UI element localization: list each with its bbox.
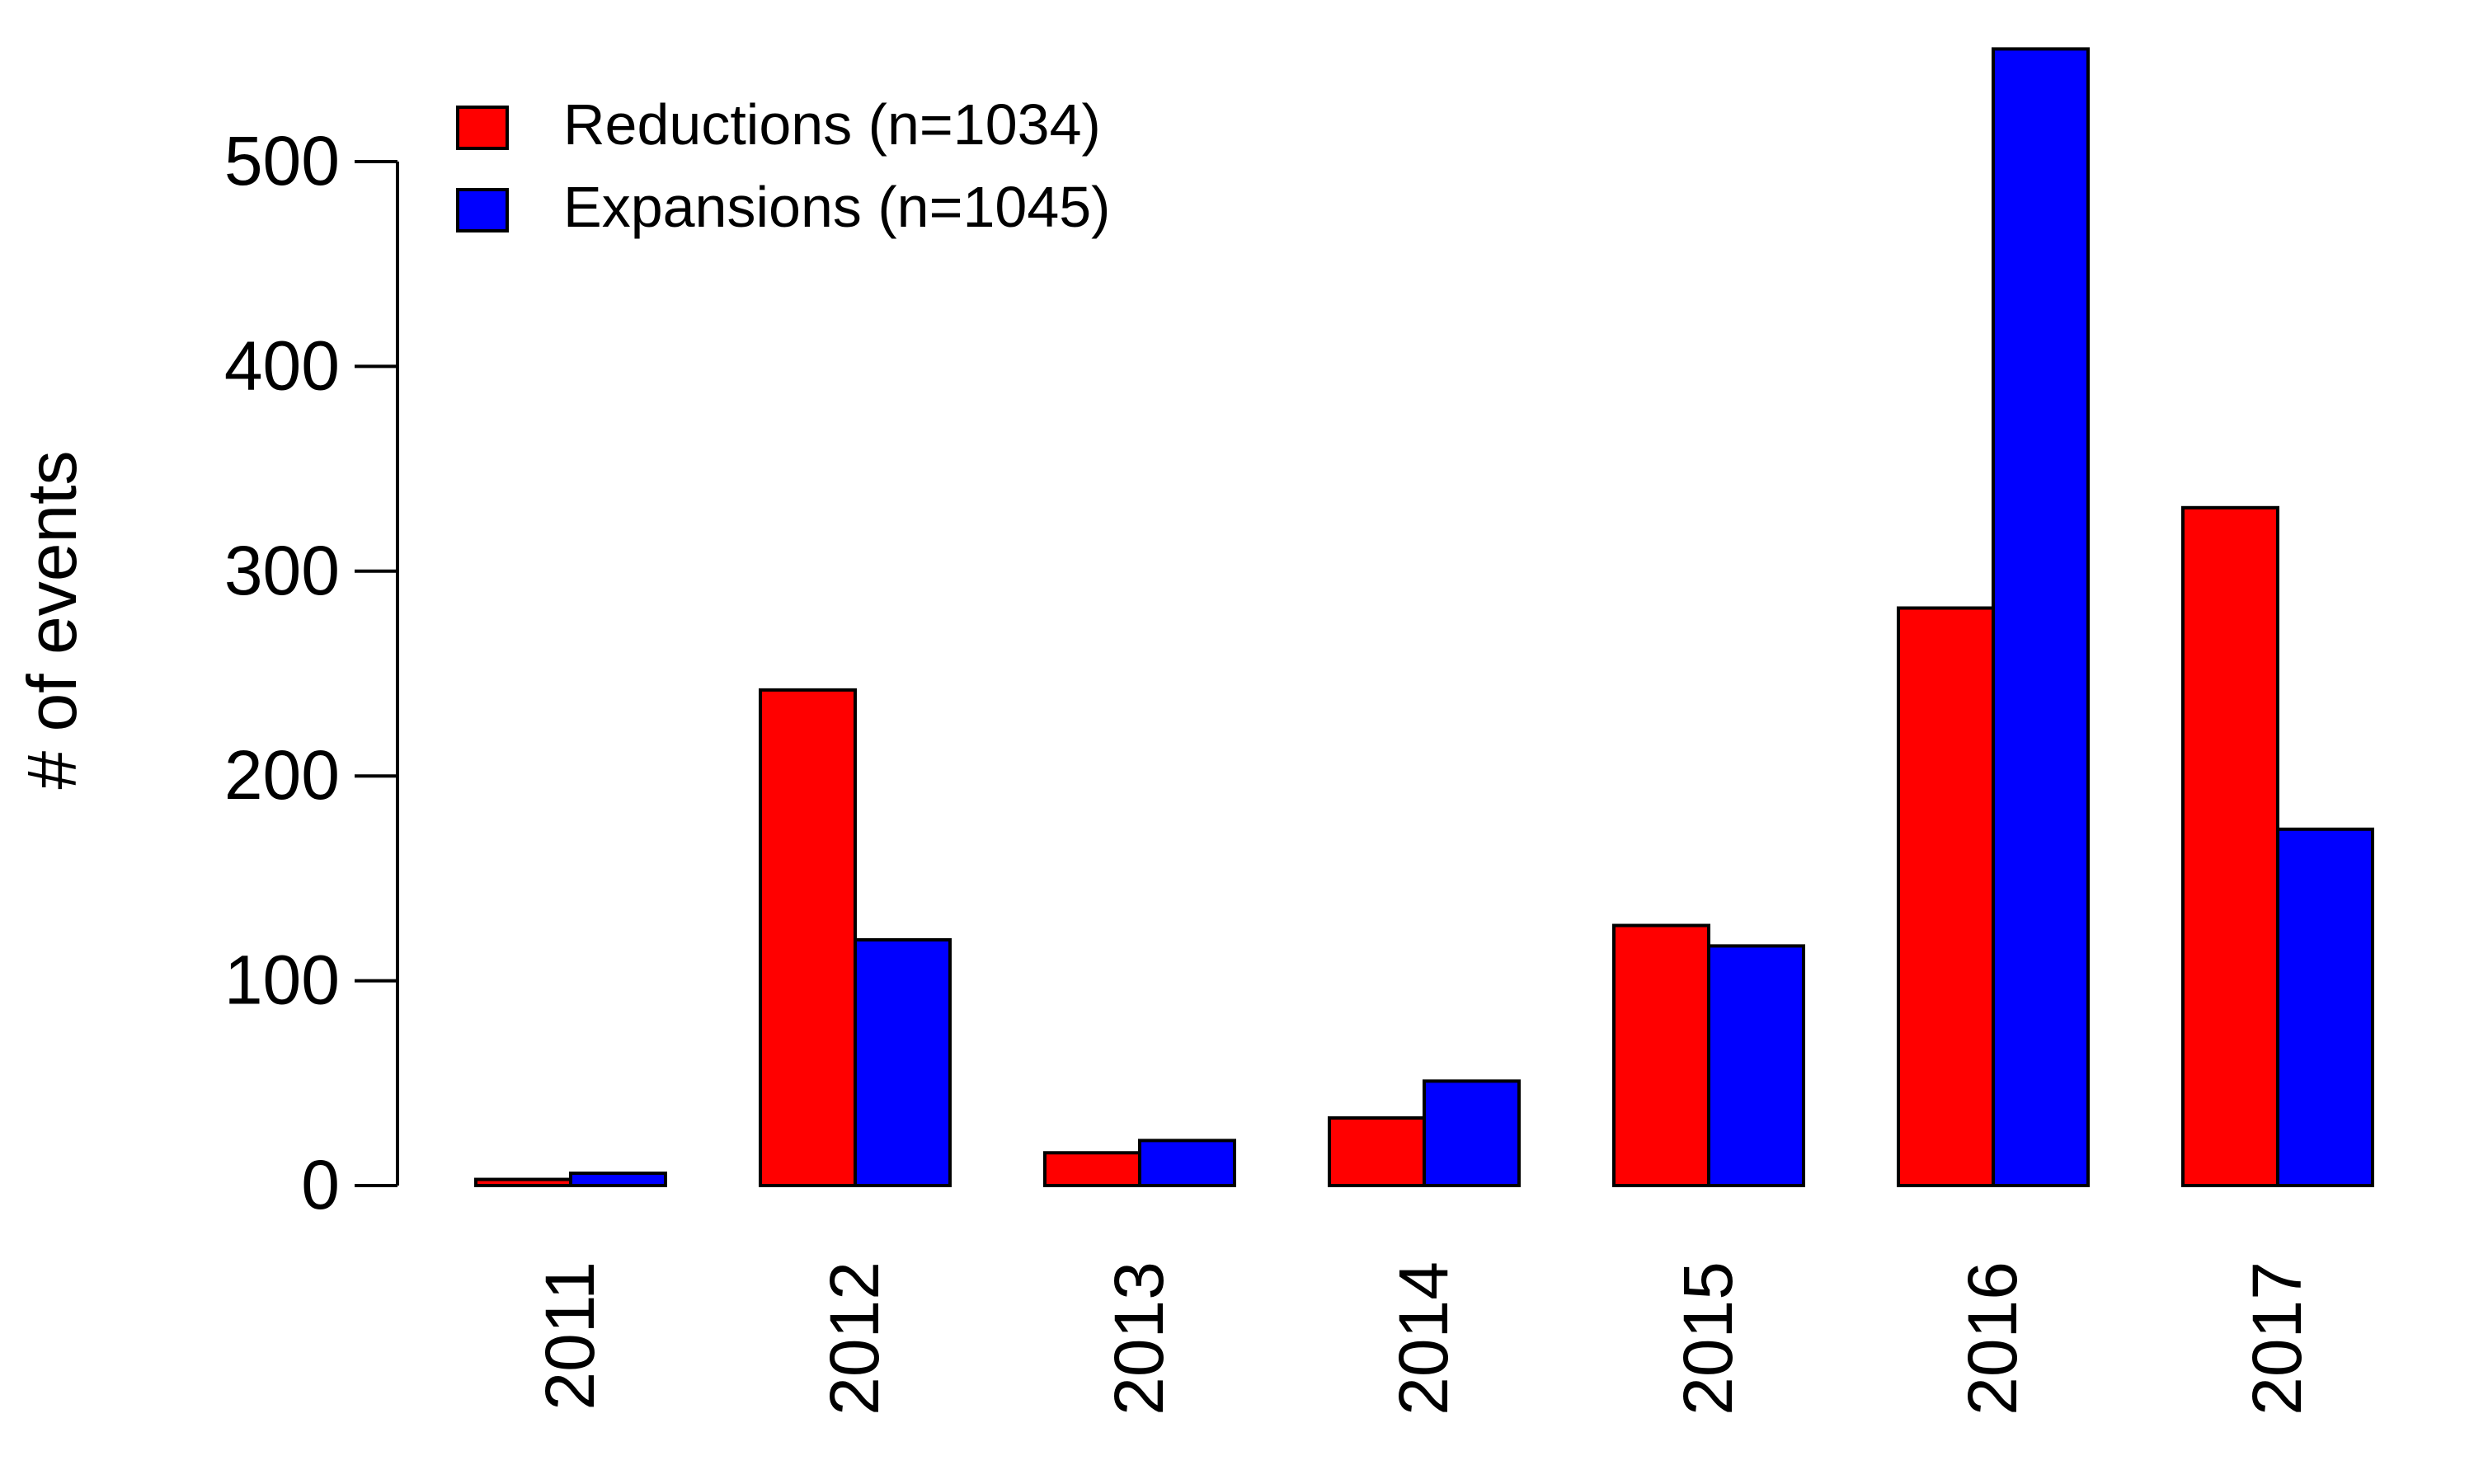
bar-expansions-2012 (854, 937, 952, 1188)
legend-swatch (456, 188, 509, 232)
bar-expansions-2011 (569, 1172, 667, 1187)
y-tick-label: 400 (224, 326, 340, 404)
x-tick-label: 2013 (1100, 1261, 1178, 1416)
bar-expansions-2014 (1423, 1079, 1521, 1188)
x-tick-label: 2016 (1954, 1261, 2031, 1416)
bar-reductions-2016 (1897, 606, 1995, 1187)
bar-reductions-2012 (759, 688, 857, 1187)
legend-label: Expansions (n=1045) (563, 175, 1111, 239)
bar-expansions-2017 (2276, 827, 2374, 1187)
x-axis-labels: 2011 2012 2013 2014 2015 2016 2017 (531, 1261, 2316, 1416)
bar-expansions-2015 (1707, 944, 1805, 1187)
legend-swatch (456, 106, 509, 150)
bar-reductions-2015 (1612, 923, 1710, 1187)
y-tick-label: 0 (301, 1146, 340, 1223)
x-tick-label: 2015 (1669, 1261, 1747, 1416)
bar-expansions-2016 (1992, 47, 2090, 1187)
bar-reductions-2017 (2181, 505, 2279, 1187)
x-tick-label: 2017 (2238, 1261, 2316, 1416)
bar-reductions-2013 (1043, 1151, 1141, 1187)
y-tick-label: 200 (224, 736, 340, 814)
y-tick-label: 100 (224, 942, 340, 1019)
y-tick-label: 500 (224, 122, 340, 200)
bar-reductions-2014 (1328, 1116, 1426, 1187)
bar-reductions-2011 (474, 1177, 572, 1187)
y-axis-title: # of events (13, 451, 91, 790)
bars (474, 47, 2374, 1188)
y-tick-label: 300 (224, 532, 340, 609)
legend-label: Reductions (n=1034) (563, 92, 1101, 157)
x-tick-label: 2011 (531, 1261, 609, 1411)
x-tick-label: 2012 (816, 1261, 893, 1416)
x-tick-label: 2014 (1385, 1261, 1462, 1416)
y-axis: 0 100 200 300 400 500 (224, 122, 399, 1223)
legend: Reductions (n=1034) Expansions (n=1045) (456, 92, 1111, 239)
bar-expansions-2013 (1138, 1139, 1236, 1188)
